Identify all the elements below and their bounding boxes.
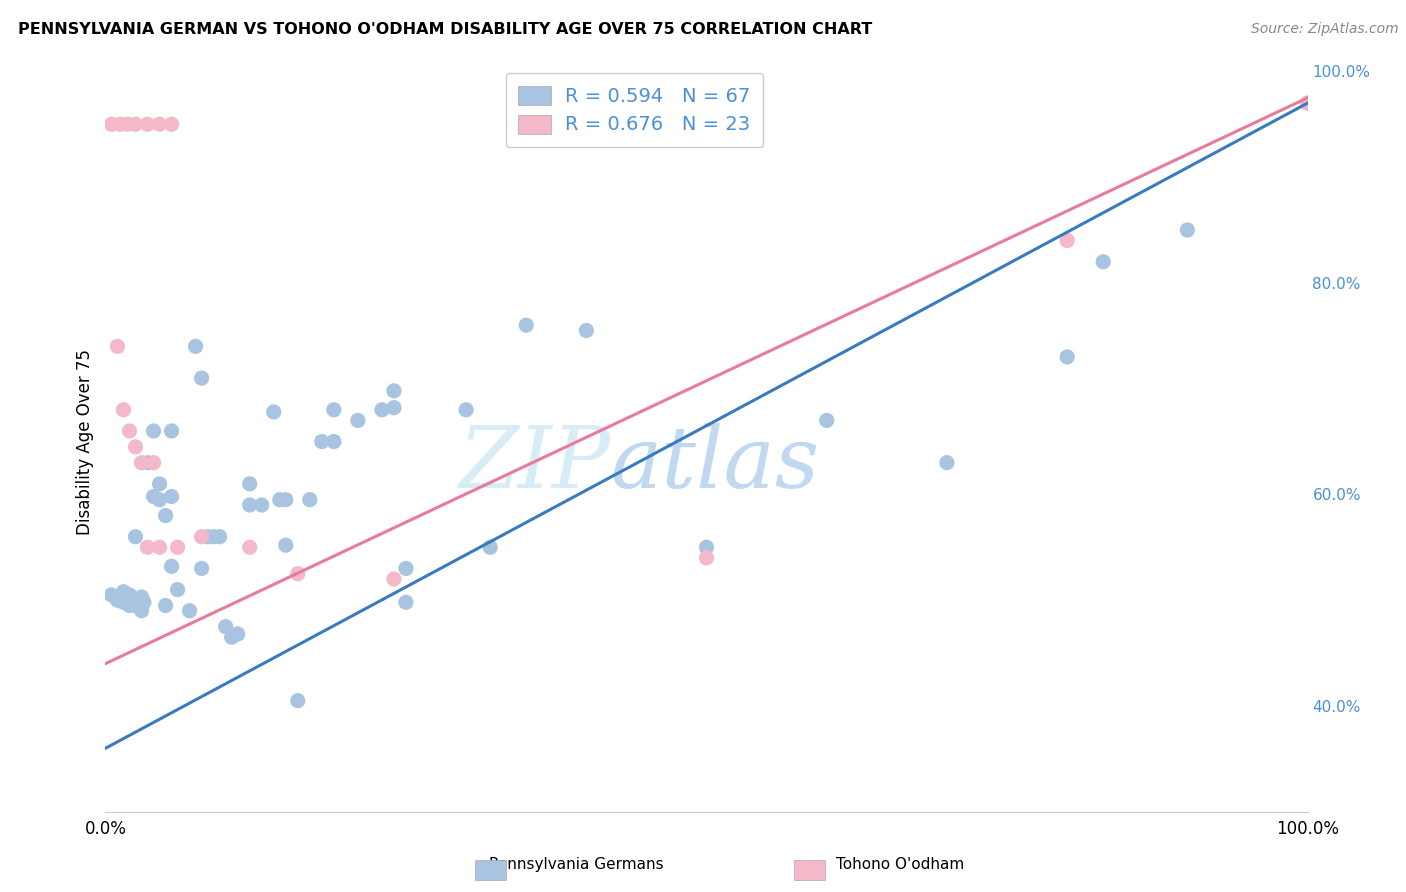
Text: Pennsylvania Germans: Pennsylvania Germans [489,857,664,871]
Point [1175,223,1198,237]
Y-axis label: Disability Age Over 75: Disability Age Over 75 [76,349,94,534]
Point [142,490,165,504]
Point [136,541,159,555]
Point [221,630,243,644]
Point [214,619,236,633]
Point [112,588,135,602]
Point [371,402,394,417]
Point [1056,350,1078,364]
Point [575,324,598,338]
Point [100,588,122,602]
Point [131,599,153,613]
Point [108,117,131,131]
Point [115,117,138,131]
Point [287,566,309,581]
Point [155,508,177,523]
Text: ZIP: ZIP [458,423,610,505]
Point [166,582,188,597]
Point [148,117,170,131]
Point [108,590,131,604]
Point [1056,234,1078,248]
Point [208,530,231,544]
Point [160,117,183,131]
Point [136,117,159,131]
Point [100,117,122,131]
Point [479,541,502,555]
Point [696,550,718,565]
Point [815,413,838,427]
Point [118,591,141,605]
Point [382,384,405,398]
Point [107,593,129,607]
Point [311,434,333,449]
Point [131,604,153,618]
Point [121,593,143,607]
Point [112,595,135,609]
Point [274,538,297,552]
Point [124,440,146,454]
Point [395,561,418,575]
Point [1296,96,1319,111]
Point [160,559,183,574]
Point [322,434,344,449]
Point [263,405,285,419]
Point [121,595,143,609]
Point [298,492,321,507]
Point [190,371,212,385]
Point [166,541,188,555]
Point [274,492,297,507]
Point [136,456,159,470]
Point [287,694,309,708]
Point [184,339,207,353]
Text: Source: ZipAtlas.com: Source: ZipAtlas.com [1251,22,1399,37]
Point [112,584,135,599]
Point [148,492,170,507]
Text: atlas: atlas [610,423,820,505]
Point [197,530,219,544]
Text: PENNSYLVANIA GERMAN VS TOHONO O'ODHAM DISABILITY AGE OVER 75 CORRELATION CHART: PENNSYLVANIA GERMAN VS TOHONO O'ODHAM DI… [18,22,873,37]
Point [142,424,165,438]
Point [107,339,129,353]
Point [322,402,344,417]
Point [239,476,262,491]
Point [1296,96,1319,111]
Point [202,530,225,544]
Point [269,492,291,507]
Point [347,413,370,427]
Point [226,627,249,641]
Point [239,541,262,555]
Point [190,561,212,575]
Point [160,490,183,504]
Point [131,590,153,604]
Point [382,401,405,415]
Text: Tohono O'odham: Tohono O'odham [835,857,965,871]
Point [118,424,141,438]
Point [118,588,141,602]
Point [142,456,165,470]
Point [179,604,201,618]
Point [124,117,146,131]
Point [124,599,146,613]
Point [155,599,177,613]
Point [382,572,405,586]
Point [515,318,537,333]
Point [239,498,262,512]
Point [696,541,718,555]
Point [148,541,170,555]
Legend: R = 0.594   N = 67, R = 0.676   N = 23: R = 0.594 N = 67, R = 0.676 N = 23 [506,73,763,147]
Point [395,595,418,609]
Point [132,595,155,609]
Point [250,498,273,512]
Point [148,476,170,491]
Point [190,530,212,544]
Point [936,456,959,470]
Point [1092,254,1115,268]
Point [131,456,153,470]
Point [454,402,477,417]
Point [118,599,141,613]
Point [124,530,146,544]
Point [112,402,135,417]
Point [160,424,183,438]
